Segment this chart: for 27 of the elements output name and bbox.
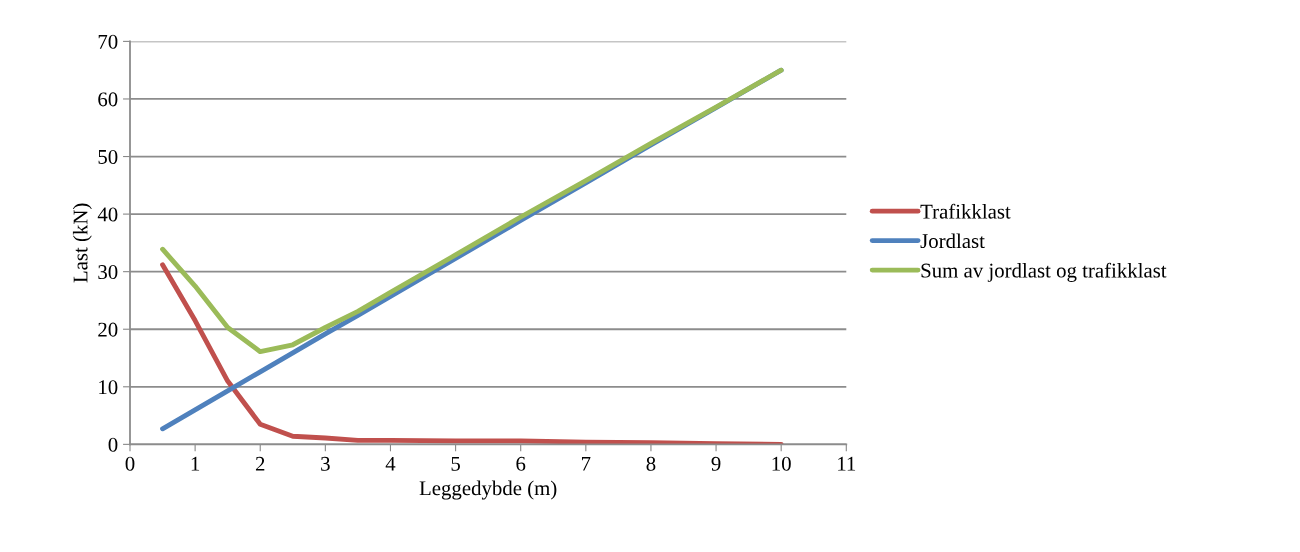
x-tick-label: 9 [711,456,721,471]
y-tick-label: 10 [99,380,118,395]
x-tick-label: 4 [385,456,396,471]
x-tick-label: 1 [191,456,200,471]
x-tick-label: 0 [125,456,135,471]
y-tick-label: 50 [98,149,118,164]
x-tick-label: 11 [838,456,856,471]
y-tick-label: 0 [108,437,118,452]
y-tick-label: 70 [98,34,118,49]
y-tick-label: 40 [97,207,118,222]
legend-label: Jordlast [920,233,985,249]
x-tick-label: 6 [516,456,526,471]
line-series [160,262,784,445]
x-tick-label: 10 [772,456,791,471]
x-tick-label: 7 [581,456,591,471]
line-series [160,67,784,355]
y-tick-label: 20 [98,322,118,337]
y-tick-label: 60 [98,92,118,107]
y-tick-label: 30 [98,265,118,280]
x-tick-label: 2 [255,456,265,471]
x-tick-label: 5 [451,456,460,471]
legend-label: Trafikklast [920,203,1011,219]
y-axis-title: Last (kN) [72,203,92,283]
x-tick-label: 3 [321,456,330,471]
x-tick-label: 8 [646,456,656,471]
legend-label: Sum av jordlast og trafikklast [921,262,1167,282]
x-axis-title: Leggedybde (m) [419,480,557,500]
